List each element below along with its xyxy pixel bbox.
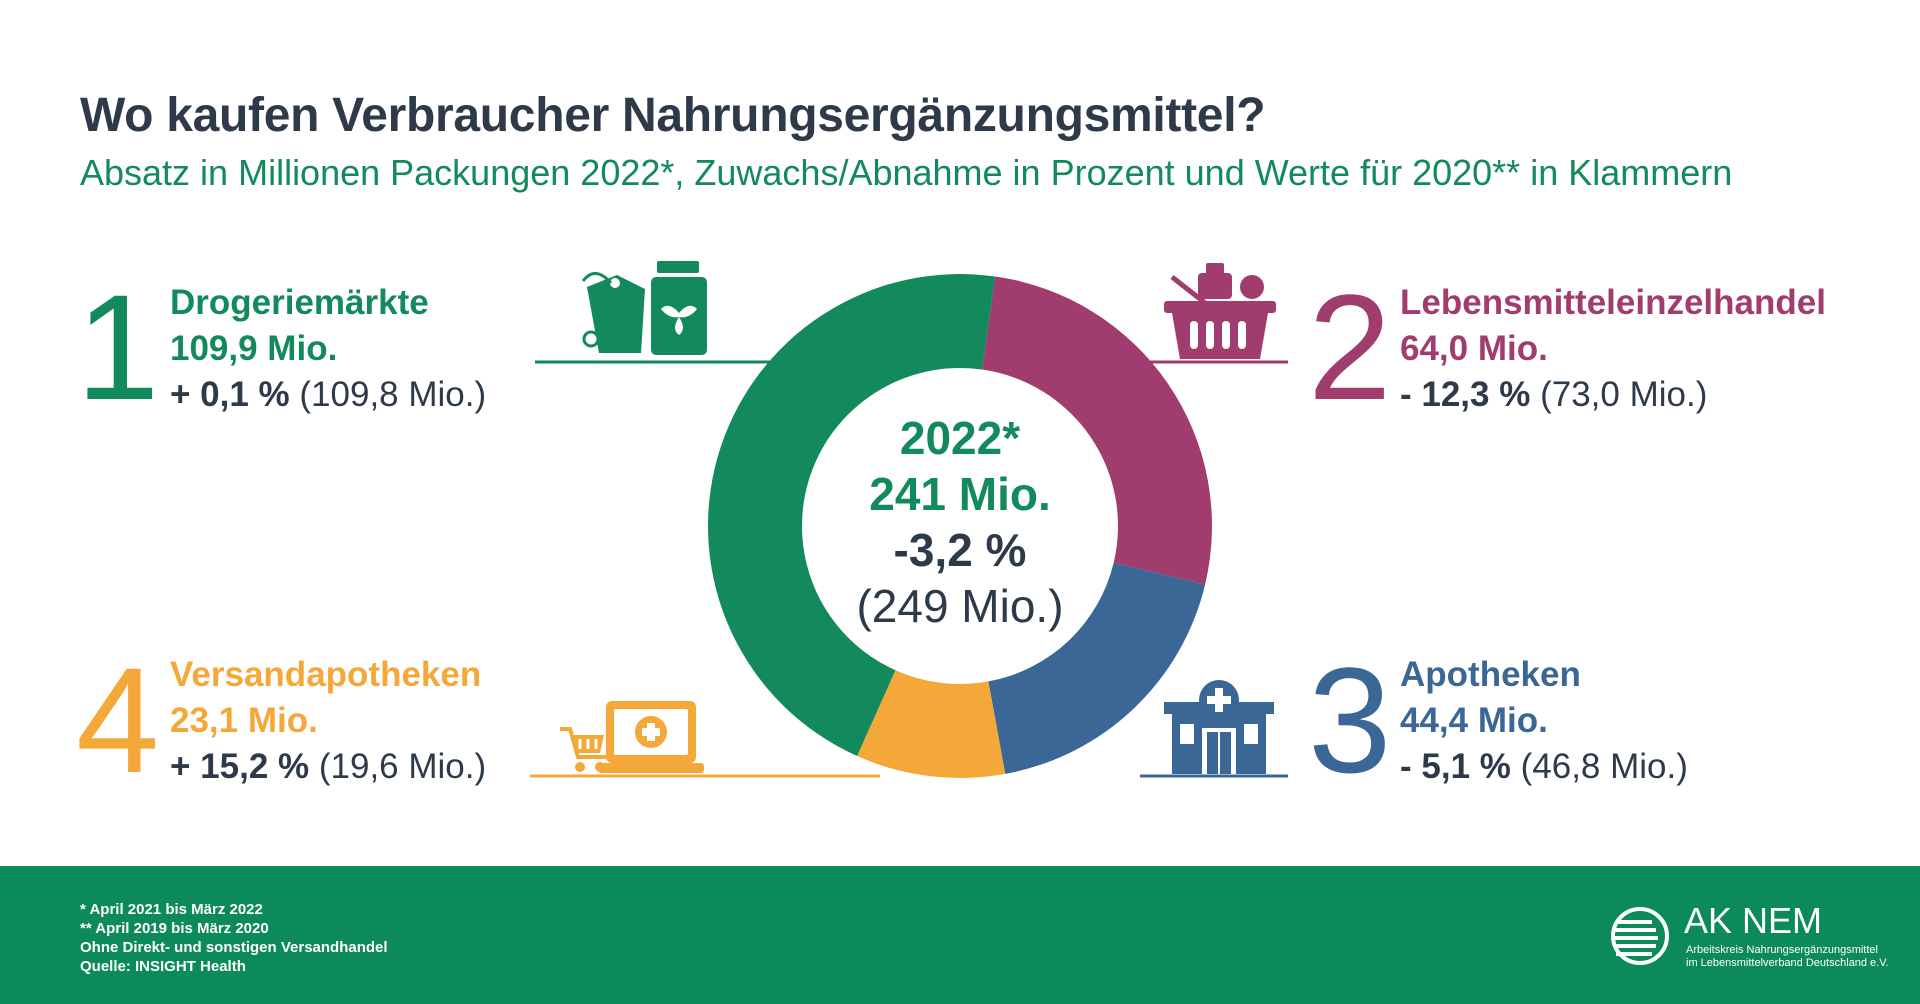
- page-title: Wo kaufen Verbraucher Nahrungsergänzungs…: [80, 89, 1266, 142]
- logo-name: AK NEM: [1684, 900, 1823, 941]
- footnote-1: * April 2021 bis März 2022: [80, 901, 263, 918]
- center-previous: (249 Mio.): [856, 580, 1064, 632]
- segment-change: + 0,1 %: [170, 375, 290, 414]
- footer-bar: * April 2021 bis März 2022 ** April 2019…: [0, 866, 1920, 1004]
- segment-versand: Versandapotheken 23,1 Mio. + 15,2 % (19,…: [170, 652, 486, 790]
- segment-value: 23,1 Mio.: [170, 701, 318, 740]
- logo-subtitle-line-2: im Lebensmittelverband Deutschland e.V.: [1686, 957, 1889, 969]
- segment-value: 64,0 Mio.: [1400, 329, 1548, 368]
- rank-number-3: 3: [1308, 636, 1392, 804]
- pharmacy-building-icon: [1164, 680, 1274, 774]
- rank-number-2: 2: [1308, 263, 1392, 431]
- center-total: 241 Mio.: [869, 468, 1051, 520]
- segment-lebensmittel: Lebensmitteleinzelhandel 64,0 Mio. - 12,…: [1400, 280, 1826, 418]
- segment-previous: (46,8 Mio.): [1520, 747, 1688, 786]
- segment-change: - 5,1 %: [1400, 747, 1511, 786]
- footnote-2: ** April 2019 bis März 2020: [80, 920, 269, 937]
- shopping-basket-icon: [1164, 263, 1276, 359]
- segment-name: Versandapotheken: [170, 655, 482, 694]
- footnote-3: Ohne Direkt- und sonstigen Versandhandel: [80, 939, 388, 956]
- segment-drogerie-arc: [707, 273, 996, 757]
- segment-previous: (73,0 Mio.): [1540, 375, 1708, 414]
- center-year: 2022*: [899, 412, 1021, 464]
- logo-subtitle-line-1: Arbeitskreis Nahrungsergänzungsmittel: [1686, 944, 1878, 956]
- segment-name: Apotheken: [1400, 655, 1581, 694]
- footnotes: * April 2021 bis März 2022 ** April 2019…: [80, 900, 388, 976]
- segment-apotheken-arc: [988, 562, 1206, 774]
- ak-nem-logo: AK NEM Arbeitskreis Nahrungsergänzungsmi…: [1610, 900, 1889, 974]
- segment-change: - 12,3 %: [1400, 375, 1531, 414]
- segment-value: 109,9 Mio.: [170, 329, 338, 368]
- rank-number-4: 4: [76, 636, 160, 804]
- segment-change-line: - 12,3 % (73,0 Mio.): [1400, 372, 1826, 418]
- segment-name: Lebensmitteleinzelhandel: [1400, 283, 1826, 322]
- segment-lebensmittel-arc: [981, 276, 1212, 585]
- donut-center-label: 2022* 241 Mio. -3,2 % (249 Mio.): [800, 410, 1120, 634]
- segment-change-line: - 5,1 % (46,8 Mio.): [1400, 744, 1688, 790]
- logo-subtitle: Arbeitskreis Nahrungsergänzungsmittel im…: [1686, 944, 1889, 970]
- segment-change: + 15,2 %: [170, 747, 310, 786]
- center-change: -3,2 %: [893, 524, 1027, 576]
- segment-value: 44,4 Mio.: [1400, 701, 1548, 740]
- segment-name: Drogeriemärkte: [170, 283, 429, 322]
- segment-versand-arc: [857, 670, 1006, 778]
- segment-change-line: + 15,2 % (19,6 Mio.): [170, 744, 486, 790]
- page-subtitle: Absatz in Millionen Packungen 2022*, Zuw…: [80, 152, 1733, 193]
- segment-change-line: + 0,1 % (109,8 Mio.): [170, 372, 486, 418]
- segment-drogerie: Drogeriemärkte 109,9 Mio. + 0,1 % (109,8…: [170, 280, 486, 418]
- donut-chart: [707, 273, 1212, 778]
- laptop-shopping-cart-icon: [560, 701, 704, 773]
- rank-number-1: 1: [76, 263, 160, 431]
- supplement-jar-icon: [581, 261, 707, 355]
- segment-apotheken: Apotheken 44,4 Mio. - 5,1 % (46,8 Mio.): [1400, 652, 1688, 790]
- source-note: Quelle: INSIGHT Health: [80, 958, 246, 975]
- segment-previous: (19,6 Mio.): [318, 747, 487, 786]
- ak-nem-logo-icon: [1611, 907, 1669, 965]
- segment-previous: (109,8 Mio.): [299, 375, 487, 414]
